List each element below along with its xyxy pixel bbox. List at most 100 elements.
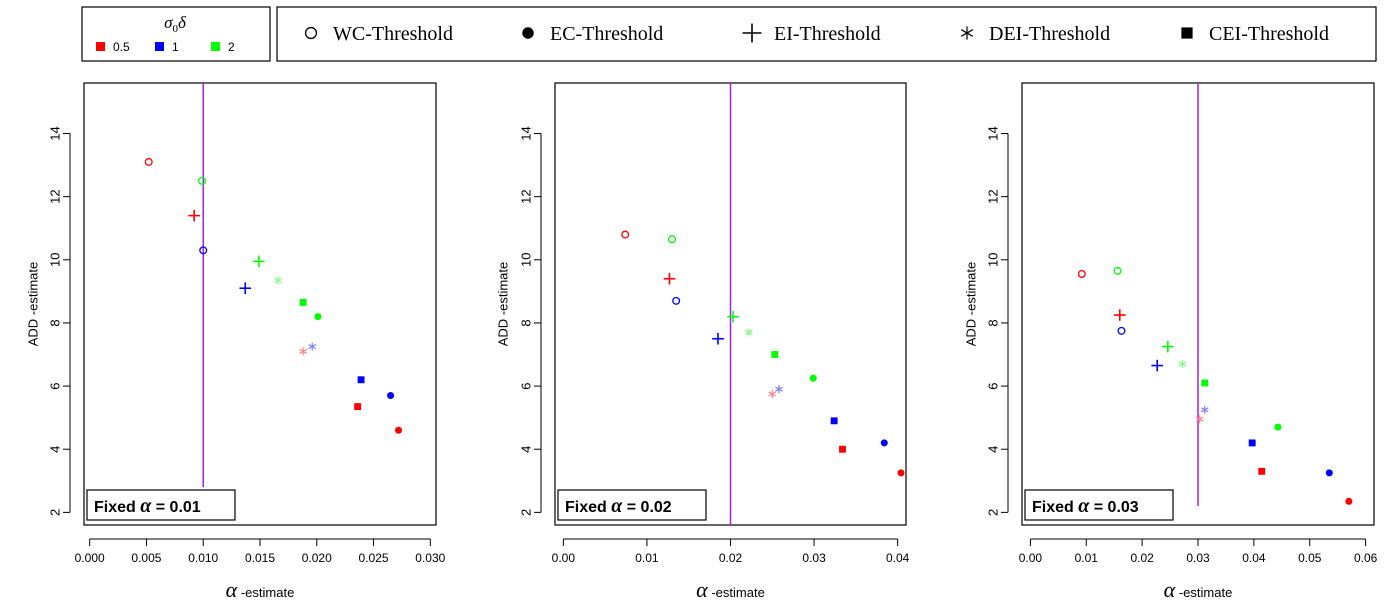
- data-point: [775, 385, 783, 394]
- legend-methods-box: [276, 6, 1377, 62]
- data-point: [1200, 405, 1209, 414]
- x-axis-label: α -estimate: [226, 577, 295, 602]
- x-tick-label: 0.02: [719, 551, 743, 565]
- y-tick-label: 4: [986, 446, 1001, 453]
- legend-method-label: DEI-Threshold: [989, 23, 1110, 45]
- scatter-panel: 0.00 0.01 0.02 0.03 0.04 0.05 0.06 2 4 6 8 10 12 14 AD…: [964, 82, 1378, 602]
- y-tick-label: 14: [48, 126, 63, 140]
- data-point: [745, 328, 753, 337]
- data-point: [672, 296, 681, 305]
- x-tick-label: 0.04: [1242, 551, 1266, 565]
- x-tick-label: 0.020: [302, 551, 332, 565]
- data-point: [198, 176, 207, 185]
- x-tick-label: 0.030: [415, 551, 445, 565]
- legend-method-marker: [742, 23, 762, 43]
- x-axis-label: α -estimate: [696, 577, 765, 602]
- legend-method-marker: [522, 27, 534, 39]
- annotation-label: Fixed α = 0.02: [565, 495, 672, 517]
- data-point: [1178, 359, 1187, 369]
- y-tick-label: 14: [986, 126, 1001, 140]
- data-point: [1113, 266, 1122, 275]
- legend-sigma-swatch: [211, 42, 220, 51]
- data-point: [727, 310, 739, 323]
- legend-sigma-swatch: [96, 42, 105, 51]
- y-tick-label: 4: [519, 446, 534, 453]
- y-axis-label: ADD -estimate: [964, 262, 979, 347]
- annotation-box: [86, 489, 236, 521]
- legend-method-label: CEI-Threshold: [1209, 23, 1329, 45]
- legend-method-label: WC-Threshold: [333, 23, 453, 45]
- data-point: [188, 209, 200, 222]
- legend-method-marker: [304, 26, 318, 40]
- y-tick-label: 2: [48, 509, 63, 516]
- legend-method-label: EC-Threshold: [550, 23, 663, 45]
- data-point: [1325, 469, 1333, 477]
- data-point: [839, 445, 846, 453]
- annotation-box: [1024, 489, 1174, 521]
- legend-sigma-swatch: [155, 42, 164, 51]
- scatter-panel: 0.000 0.005 0.010 0.015 0.020 0.025 0.030 2 4 6 8 1…: [26, 82, 446, 602]
- y-tick-label: 10: [519, 253, 534, 267]
- x-axis-label: α -estimate: [1164, 577, 1233, 602]
- x-tick-label: 0.03: [802, 551, 826, 565]
- data-point: [274, 276, 283, 285]
- x-tick-label: 0.025: [359, 551, 389, 565]
- data-point: [1162, 340, 1174, 353]
- data-point: [880, 439, 888, 447]
- y-tick-label: 2: [519, 509, 534, 516]
- data-point: [395, 426, 403, 434]
- x-tick-label: 0.005: [131, 551, 161, 565]
- data-point: [387, 392, 395, 400]
- legend-methods: WC-Threshold EC-Threshold EI-Threshold DEI-…: [276, 6, 1377, 62]
- data-point: [239, 282, 252, 295]
- y-tick-label: 4: [48, 446, 63, 453]
- legend-sigma-delta: σ0δ 0.5 1 2: [81, 6, 271, 62]
- x-tick-label: 0.02: [1130, 551, 1154, 565]
- data-point: [663, 272, 676, 285]
- y-tick-label: 12: [519, 189, 534, 203]
- data-point: [768, 389, 777, 399]
- y-tick-label: 6: [48, 382, 63, 389]
- legend-sigma-label: 2: [228, 40, 235, 54]
- legend-sigma-label: 1: [172, 40, 179, 54]
- data-point: [1195, 415, 1204, 424]
- data-point: [354, 403, 362, 411]
- y-tick-label: 8: [986, 319, 1001, 326]
- legend-sigma-delta-title: σ0δ: [164, 13, 187, 35]
- data-point: [667, 235, 677, 244]
- data-point: [712, 332, 724, 345]
- x-tick-label: 0.04: [886, 551, 910, 565]
- y-tick-label: 12: [48, 189, 63, 203]
- data-point: [1258, 467, 1266, 475]
- data-point: [314, 313, 322, 321]
- x-tick-label: 0.015: [245, 551, 275, 565]
- y-axis-label: ADD -estimate: [496, 262, 511, 347]
- data-point: [771, 351, 779, 358]
- data-point: [830, 417, 838, 425]
- data-point: [1117, 326, 1126, 335]
- data-point: [1201, 379, 1209, 387]
- data-point: [357, 376, 365, 384]
- data-point: [1248, 439, 1256, 447]
- data-point: [299, 347, 307, 356]
- x-tick-label: 0.000: [75, 551, 105, 565]
- y-tick-label: 8: [48, 319, 63, 326]
- y-tick-label: 12: [986, 189, 1001, 203]
- plot-frame: [83, 82, 437, 526]
- data-point: [897, 469, 905, 477]
- annotation-label: Fixed α = 0.01: [94, 495, 201, 517]
- y-axis-label: ADD -estimate: [26, 262, 41, 347]
- data-point: [621, 230, 630, 239]
- x-tick-label: 0.06: [1354, 551, 1378, 565]
- legend-sigma-label: 0.5: [113, 40, 130, 54]
- data-point: [1113, 309, 1126, 321]
- x-tick-label: 0.01: [1075, 551, 1099, 565]
- annotation-box: [557, 489, 707, 521]
- data-point: [308, 342, 317, 351]
- y-tick-label: 6: [986, 382, 1001, 389]
- data-point: [809, 374, 817, 382]
- x-tick-label: 0.03: [1186, 551, 1210, 565]
- data-point: [1274, 423, 1282, 431]
- legend-sigma-delta-box: [81, 6, 271, 62]
